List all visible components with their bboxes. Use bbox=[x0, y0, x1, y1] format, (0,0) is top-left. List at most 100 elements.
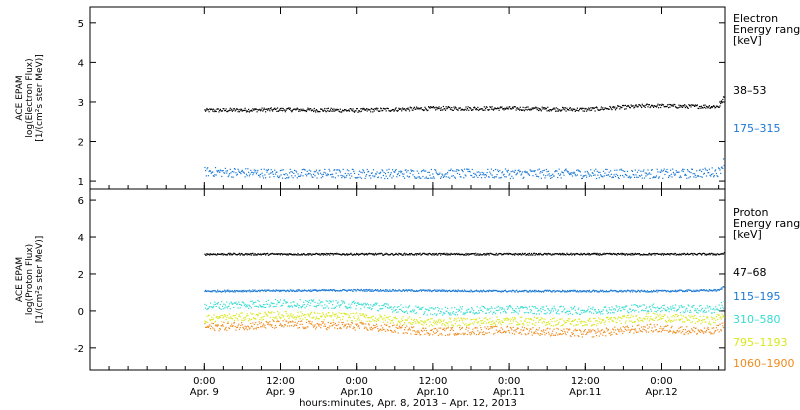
proton-data-point bbox=[341, 302, 344, 304]
proton-data-point bbox=[259, 318, 261, 320]
electron-data-point bbox=[259, 176, 261, 178]
proton-data-point bbox=[425, 289, 427, 291]
proton-data-point bbox=[245, 304, 248, 306]
proton-data-point bbox=[237, 307, 239, 309]
electron-data-point bbox=[631, 105, 634, 107]
proton-data-point bbox=[333, 253, 335, 255]
proton-data-point bbox=[473, 253, 475, 255]
electron-data-point bbox=[646, 174, 648, 176]
proton-data-point bbox=[327, 321, 329, 324]
proton-data-point bbox=[504, 330, 506, 332]
proton-data-point bbox=[347, 253, 349, 255]
proton-data-point bbox=[420, 329, 423, 331]
proton-data-point bbox=[230, 290, 232, 293]
electron-data-point bbox=[336, 108, 339, 111]
electron-data-point bbox=[313, 110, 315, 113]
proton-data-point bbox=[526, 254, 528, 256]
proton-data-point bbox=[423, 252, 425, 255]
proton-data-point bbox=[562, 289, 564, 291]
proton-data-point bbox=[519, 290, 521, 292]
proton-data-point bbox=[567, 320, 569, 322]
proton-data-point bbox=[547, 321, 550, 323]
proton-data-point bbox=[499, 312, 502, 314]
electron-data-point bbox=[513, 106, 515, 108]
proton-data-point bbox=[575, 291, 577, 293]
proton-data-point bbox=[274, 317, 277, 319]
proton-data-point bbox=[680, 314, 682, 316]
proton-data-point bbox=[310, 299, 312, 301]
proton-data-point bbox=[468, 308, 470, 310]
electron-data-point bbox=[484, 109, 486, 111]
proton-data-point bbox=[437, 253, 439, 255]
proton-data-point bbox=[241, 324, 243, 326]
electron-data-point bbox=[369, 174, 371, 177]
proton-data-point bbox=[330, 322, 332, 324]
proton-data-point bbox=[380, 316, 382, 318]
proton-data-point bbox=[284, 253, 286, 255]
proton-data-point bbox=[497, 290, 499, 292]
proton-data-point bbox=[343, 312, 345, 314]
electron-data-point bbox=[365, 109, 367, 111]
proton-data-point bbox=[504, 310, 506, 312]
proton-data-point bbox=[515, 308, 517, 310]
proton-data-point bbox=[264, 289, 266, 291]
electron-data-point bbox=[694, 173, 696, 175]
proton-data-point bbox=[296, 322, 298, 324]
proton-data-point bbox=[649, 305, 651, 307]
proton-data-point bbox=[475, 254, 478, 256]
electron-data-point bbox=[230, 172, 232, 174]
proton-data-point bbox=[243, 327, 245, 329]
proton-data-point bbox=[617, 252, 619, 255]
electron-data-point bbox=[465, 175, 467, 177]
proton-data-point bbox=[604, 323, 606, 325]
proton-data-point bbox=[635, 315, 637, 317]
proton-data-point bbox=[502, 290, 504, 293]
electron-data-point bbox=[352, 108, 354, 110]
proton-data-point bbox=[626, 290, 628, 292]
proton-data-point bbox=[624, 322, 626, 324]
proton-data-point bbox=[581, 290, 583, 292]
proton-data-point bbox=[332, 289, 334, 291]
proton-data-point bbox=[279, 301, 281, 304]
proton-data-point bbox=[698, 252, 701, 254]
proton-data-point bbox=[521, 254, 523, 256]
electron-data-point bbox=[317, 172, 319, 174]
proton-data-point bbox=[715, 306, 717, 308]
proton-data-point bbox=[294, 321, 296, 323]
proton-data-point bbox=[520, 254, 522, 256]
electron-data-point bbox=[603, 175, 605, 177]
proton-data-point bbox=[364, 302, 366, 304]
proton-data-point bbox=[721, 252, 723, 255]
proton-data-point bbox=[388, 318, 390, 321]
proton-data-point bbox=[325, 313, 327, 315]
proton-data-point bbox=[464, 312, 466, 315]
proton-data-point bbox=[610, 318, 612, 320]
proton-data-point bbox=[581, 312, 583, 314]
proton-data-point bbox=[665, 253, 667, 255]
proton-data-point bbox=[506, 291, 508, 293]
electron-data-point bbox=[242, 109, 244, 112]
proton-data-point bbox=[382, 307, 384, 310]
proton-data-point bbox=[423, 312, 425, 314]
proton-data-point bbox=[465, 252, 467, 255]
proton-data-point bbox=[385, 290, 387, 292]
proton-data-point bbox=[326, 254, 328, 256]
proton-data-point bbox=[410, 253, 412, 255]
proton-data-point bbox=[478, 310, 480, 312]
electron-data-point bbox=[418, 172, 420, 174]
proton-data-point bbox=[248, 253, 250, 256]
proton-data-point bbox=[416, 254, 418, 256]
proton-data-point bbox=[315, 305, 317, 307]
proton-data-point bbox=[378, 305, 380, 307]
proton-data-point bbox=[512, 309, 514, 311]
proton-data-point bbox=[593, 289, 595, 291]
proton-data-point bbox=[552, 330, 554, 332]
proton-data-point bbox=[669, 308, 671, 310]
proton-data-point bbox=[274, 306, 276, 308]
proton-data-point bbox=[428, 318, 430, 320]
electron-data-point bbox=[348, 170, 350, 172]
electron-data-point bbox=[516, 173, 518, 175]
electron-data-point bbox=[503, 109, 505, 111]
proton-data-point bbox=[392, 331, 394, 333]
proton-data-point bbox=[420, 308, 423, 310]
